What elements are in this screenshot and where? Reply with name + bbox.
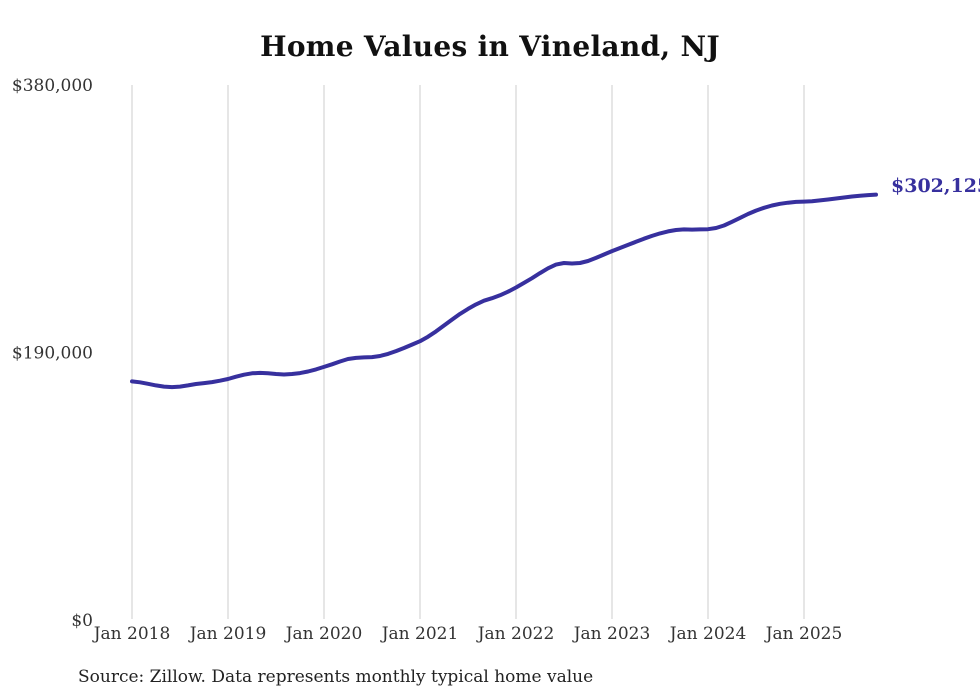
x-tick-label: Jan 2023 — [572, 624, 651, 644]
home-value-line — [130, 192, 878, 390]
x-tick-label: Jan 2024 — [668, 624, 747, 644]
chart-title: Home Values in Vineland, NJ — [260, 30, 720, 63]
x-tick-label: Jan 2021 — [380, 624, 459, 644]
latest-value-label: $302,125 — [891, 174, 980, 197]
x-tick-label: Jan 2022 — [476, 624, 555, 644]
x-tick-label: Jan 2018 — [92, 624, 171, 644]
home-values-line-chart: Jan 2018 Jan 2019 Jan 2020 Jan 2021 Jan 2022… — [12, 76, 878, 644]
y-tick-label: $190,000 — [12, 344, 93, 364]
y-tick-label: $0 — [71, 611, 93, 631]
x-tick-label: Jan 2020 — [284, 624, 363, 644]
x-tick-label: Jan 2019 — [188, 624, 267, 644]
source-note: Source: Zillow. Data represents monthly … — [78, 667, 594, 687]
y-tick-label: $380,000 — [12, 76, 93, 96]
x-tick-label: Jan 2025 — [764, 624, 843, 644]
